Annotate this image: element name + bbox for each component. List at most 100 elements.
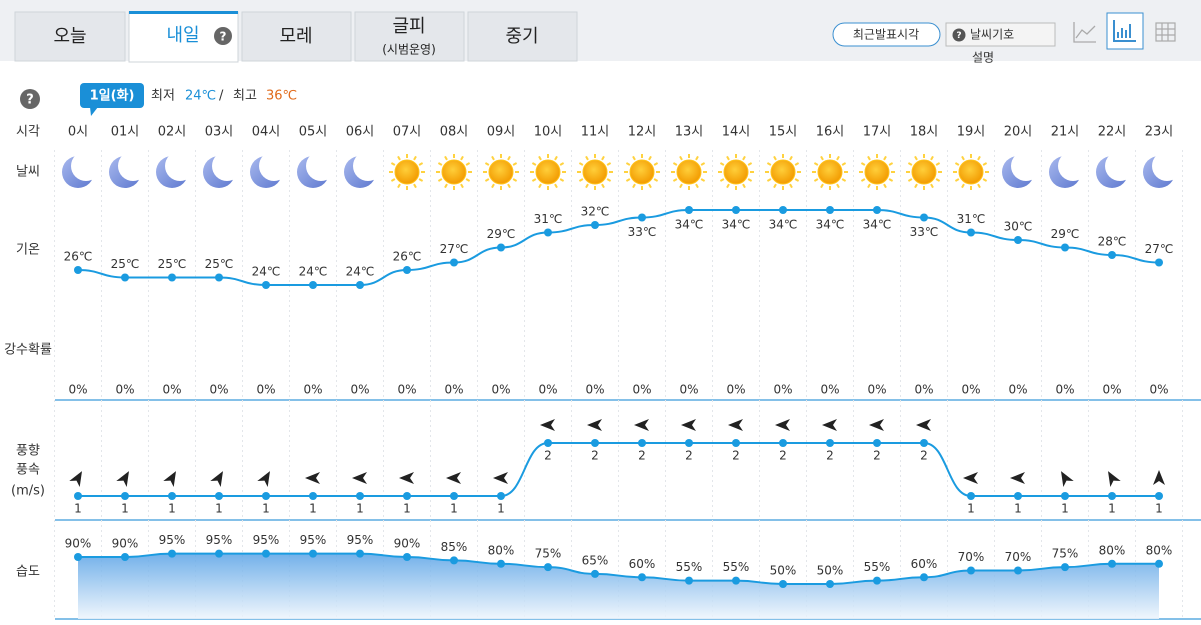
table-view-icon[interactable]: [1155, 22, 1176, 42]
tab-label[interactable]: 오늘: [53, 26, 86, 47]
day-badge: 1일(화): [80, 83, 144, 116]
help-icon[interactable]: [214, 27, 232, 45]
precipitation-label: 0%: [679, 383, 698, 397]
wind-arrow: [634, 419, 649, 431]
tab-label[interactable]: 모레: [279, 26, 312, 47]
sun-ray: [914, 155, 918, 161]
wind-arrow: [869, 419, 884, 431]
wind-point: [638, 439, 646, 447]
wind-label: 1: [1014, 502, 1022, 516]
wind-label: 1: [967, 502, 975, 516]
sun-ray: [491, 183, 495, 189]
temperature-label: 25℃: [205, 257, 234, 271]
wind-label: 2: [826, 449, 834, 463]
tab-note[interactable]: (시범운영): [382, 43, 436, 57]
sun-ray: [601, 183, 605, 189]
tab-label[interactable]: 내일: [166, 25, 199, 46]
wind-arrow: [775, 419, 790, 431]
wind-arrow: [305, 472, 320, 484]
tab-label[interactable]: 중기: [505, 26, 538, 47]
humidity-label: 60%: [629, 557, 656, 571]
humidity-label: 55%: [676, 560, 703, 574]
hour-label: 18시: [910, 125, 939, 140]
sun-ray: [465, 178, 471, 182]
tab[interactable]: 글피 (시범운영): [354, 11, 465, 62]
wind-label: 1: [1155, 502, 1163, 516]
row-label: 강수확률: [4, 343, 52, 358]
wind-point: [685, 439, 693, 447]
temperature-point: [638, 213, 646, 222]
humidity-point: [779, 580, 787, 588]
wind-point: [873, 439, 881, 447]
temperature-label: 34℃: [722, 218, 751, 232]
sun-ray: [538, 155, 542, 161]
bar-view-icon[interactable]: [1106, 12, 1144, 50]
row-label: 날씨: [16, 165, 40, 180]
weather-icon: [436, 154, 472, 190]
sun-ray: [606, 178, 612, 182]
wind-arrow: [1108, 471, 1121, 488]
hour-label: 23시: [1145, 125, 1174, 140]
temperature-label: 27℃: [1145, 242, 1174, 256]
weather-icon: [1143, 151, 1182, 188]
sun: [864, 159, 890, 185]
sun-ray: [907, 162, 913, 166]
precipitation-label: 0%: [444, 383, 463, 397]
wind-point: [74, 492, 82, 500]
row-label: 기온: [16, 243, 40, 258]
tab-label[interactable]: 글피: [392, 16, 425, 37]
hour-label: 20시: [1004, 125, 1033, 140]
hour-label: 14시: [722, 125, 751, 140]
temperature-point: [873, 206, 881, 214]
sun-ray: [719, 178, 725, 182]
temperature-label: 34℃: [816, 218, 845, 232]
button-label[interactable]: 최근발표시각: [853, 28, 919, 42]
humidity-point: [1108, 559, 1116, 568]
line-view-icon[interactable]: [1073, 22, 1096, 43]
humidity-label: 75%: [1052, 547, 1079, 561]
tab[interactable]: 오늘: [14, 11, 126, 62]
help-icon[interactable]: [20, 89, 40, 109]
weather-icon: [62, 151, 101, 188]
help-icon-text[interactable]: ?: [26, 93, 34, 108]
hour-label: 03시: [205, 125, 234, 140]
sun-ray: [883, 183, 887, 189]
sun-ray: [789, 183, 793, 189]
button-label[interactable]: 날씨기호: [970, 28, 1014, 42]
tab[interactable]: 모레: [241, 11, 352, 62]
humidity-point: [732, 576, 740, 585]
humidity-point: [309, 549, 317, 558]
sun-ray: [606, 162, 612, 166]
separator: /: [219, 89, 224, 104]
humidity-point: [685, 576, 693, 585]
weather-icon: [344, 151, 383, 188]
sun-ray: [653, 178, 659, 182]
humidity-point: [403, 553, 411, 561]
humidity-point: [497, 559, 505, 568]
help-icon-text[interactable]: ?: [956, 31, 961, 41]
sun-ray: [648, 155, 652, 161]
sun-ray: [719, 162, 725, 166]
tab-active[interactable]: 내일 ?: [128, 11, 239, 63]
sun-ray: [860, 162, 866, 166]
temperature-point: [215, 273, 223, 282]
sun-ray: [444, 183, 448, 189]
help-icon-text[interactable]: ?: [220, 30, 227, 44]
temperature-label: 30℃: [1004, 220, 1033, 234]
tab[interactable]: 중기: [467, 11, 578, 62]
precipitation-label: 0%: [820, 383, 839, 397]
hour-label: 21시: [1051, 125, 1080, 140]
sun-ray: [726, 155, 730, 161]
sun-ray: [625, 178, 631, 182]
recent-button[interactable]: 최근발표시각: [832, 22, 941, 47]
wind-label: 1: [356, 502, 364, 516]
sun-ray: [794, 162, 800, 166]
symbol-button[interactable]: ? 날씨기호: [945, 22, 1056, 47]
humidity-line: [77, 552, 1159, 585]
humidity-label: 85%: [441, 540, 468, 554]
hour-label: 17시: [863, 125, 892, 140]
sun-ray: [418, 178, 424, 182]
temperature-label: 33℃: [628, 225, 657, 239]
sun-ray: [491, 155, 495, 161]
temperature-label: 24℃: [346, 265, 375, 279]
